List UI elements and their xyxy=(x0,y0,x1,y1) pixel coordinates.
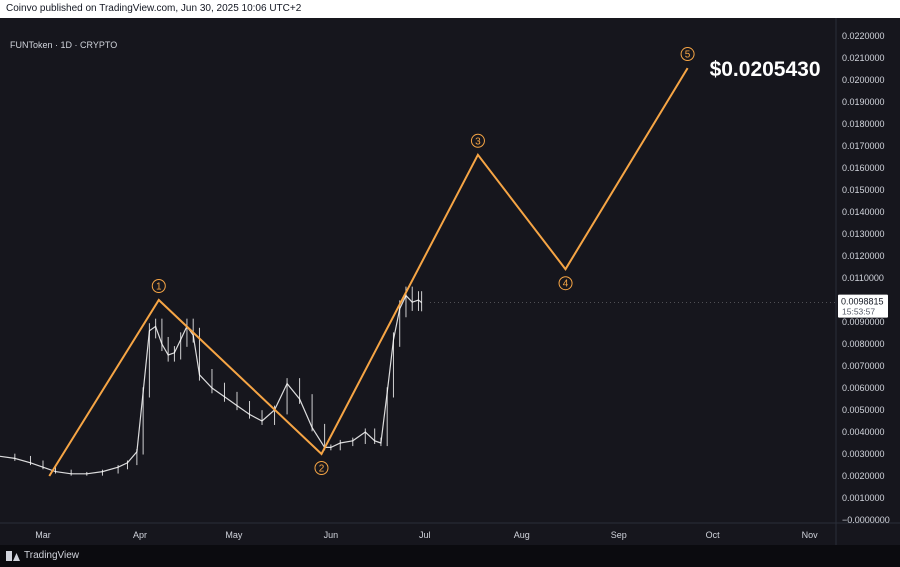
y-tick-label: 0.0160000 xyxy=(842,163,885,173)
y-tick-label: −0.0000000 xyxy=(842,515,890,525)
y-tick-label: 0.0180000 xyxy=(842,119,885,129)
x-tick-label: Apr xyxy=(133,530,147,540)
footer-brand[interactable]: TradingView xyxy=(24,550,80,561)
target-price-label: $0.0205430 xyxy=(710,58,821,81)
wave-label-2: 2 xyxy=(319,464,325,475)
wave-label-circle xyxy=(680,47,695,62)
y-tick-label: 0.0050000 xyxy=(842,405,885,415)
current-price-badge xyxy=(838,294,888,318)
y-tick-label: 0.0220000 xyxy=(842,31,885,41)
y-tick-label: 0.0040000 xyxy=(842,427,885,437)
x-tick-label: Aug xyxy=(514,530,530,540)
y-tick-label: 0.0200000 xyxy=(842,75,885,85)
wave-label-5: 5 xyxy=(685,50,691,61)
y-tick-label: 0.0170000 xyxy=(842,141,885,151)
symbol-label[interactable]: FUNToken · 1D · CRYPTO xyxy=(10,40,118,50)
x-tick-label: Nov xyxy=(802,530,819,540)
elliott-wave-path xyxy=(48,67,689,477)
y-tick-label: 0.0110000 xyxy=(842,273,884,283)
x-tick-label: Jun xyxy=(324,530,339,540)
y-tick-label: 0.0140000 xyxy=(842,207,885,217)
y-tick-label: 0.0030000 xyxy=(842,449,885,459)
current-price-countdown: 15:53:57 xyxy=(842,307,875,317)
price-series-line xyxy=(0,294,422,475)
y-tick-label: 0.0120000 xyxy=(842,251,885,261)
tradingview-logo-icon[interactable] xyxy=(6,551,20,561)
x-tick-label: Mar xyxy=(35,530,51,540)
x-tick-label: Jul xyxy=(419,530,431,540)
y-tick-label: 0.0190000 xyxy=(842,97,885,107)
y-tick-label: 0.0130000 xyxy=(842,229,885,239)
chart-area[interactable]: 0.0220000 0.0210000 0.0200000 0.0190000 0.01… xyxy=(0,18,900,545)
price-chart[interactable]: 0.0220000 0.0210000 0.0200000 0.0190000 0.01… xyxy=(0,18,900,545)
footer-bar: TradingView xyxy=(0,545,900,567)
current-price-value: 0.0098815 xyxy=(841,297,884,307)
y-tick-label: 0.0020000 xyxy=(842,471,885,481)
publisher-text: Coinvo published on TradingView.com, Jun… xyxy=(6,3,302,14)
wave-label-4: 4 xyxy=(563,279,569,290)
wave-label-1: 1 xyxy=(156,282,162,293)
wave-label-circle xyxy=(151,279,166,293)
wave-label-circle xyxy=(314,461,329,475)
y-tick-label: 0.0080000 xyxy=(842,339,885,349)
y-tick-label: 0.0150000 xyxy=(842,185,885,195)
publisher-bar: Coinvo published on TradingView.com, Jun… xyxy=(0,0,900,18)
x-tick-label: Sep xyxy=(611,530,627,540)
y-tick-label: 0.0090000 xyxy=(842,317,885,327)
wave-label-circle xyxy=(558,276,573,291)
y-tick-label: 0.0210000 xyxy=(842,53,885,63)
x-tick-label: May xyxy=(225,530,243,540)
y-tick-label: 0.0060000 xyxy=(842,383,885,393)
y-tick-label: 0.0070000 xyxy=(842,361,885,371)
wave-label-3: 3 xyxy=(475,136,481,147)
x-tick-label: Oct xyxy=(706,530,721,540)
y-tick-label: 0.0010000 xyxy=(842,493,885,503)
wave-label-circle xyxy=(470,133,485,148)
